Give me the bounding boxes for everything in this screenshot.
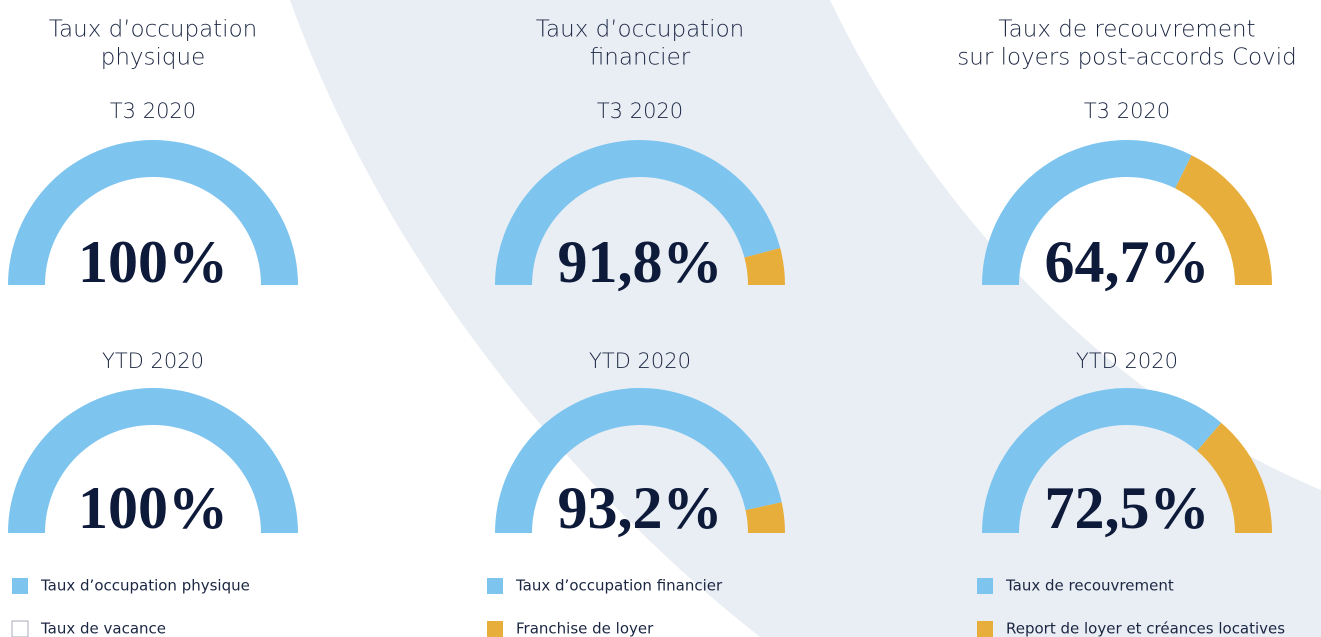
chart-title: sur loyers post-accords Covid [957,45,1296,71]
gauge-label: T3 2020 [1084,99,1170,123]
legend-swatch [977,578,993,594]
gauge-value: 91,8% [558,229,723,295]
gauge-label: YTD 2020 [102,349,204,373]
chart-title: physique [101,45,206,71]
gauge-segment [1175,155,1272,285]
legend-swatch [487,621,503,637]
background-swoosh [290,0,1321,637]
gauge-label: YTD 2020 [589,349,691,373]
gauge-segment [8,140,298,285]
chart-title: financier [590,45,691,71]
chart-title: Taux d’occupation [49,17,257,43]
gauge-label: T3 2020 [110,99,196,123]
legend-swatch [487,578,503,594]
gauge-value: 100% [78,229,228,295]
gauge-segment [8,388,298,533]
legend-swatch [11,620,29,637]
legend-label: Taux de recouvrement [1005,577,1174,595]
gauge-value: 64,7% [1045,229,1210,295]
gauge-label: YTD 2020 [1076,349,1178,373]
gauge-value: 93,2% [558,475,723,541]
gauge-segment [745,502,785,533]
gauge-segment [982,140,1192,285]
legend-label: Franchise de loyer [516,620,654,637]
legend-swatch [12,578,28,594]
legend-label: Taux d’occupation physique [40,577,250,595]
gauge-value: 100% [78,475,228,541]
chart-title: Taux d’occupation [536,17,744,43]
gauge-segment [1197,422,1272,533]
legend-label: Taux d’occupation financier [515,577,723,595]
gauge-label: T3 2020 [597,99,683,123]
gauge-value: 72,5% [1045,475,1210,541]
gauge-segment [495,140,781,285]
legend-label: Taux de vacance [40,620,166,637]
gauge-segment [982,388,1222,533]
chart-title: Taux de recouvrement [998,17,1255,43]
gauge-segment [495,388,782,533]
legend-label: Report de loyer et créances locatives [1006,620,1285,637]
gauge-segment [744,248,785,285]
legend-swatch [977,621,993,637]
